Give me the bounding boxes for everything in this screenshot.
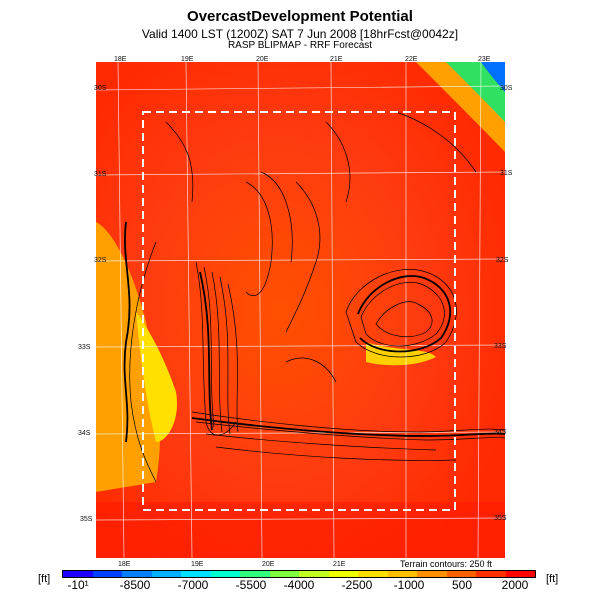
legend-swatch <box>240 571 270 577</box>
lon-label-top: 19E <box>181 56 194 63</box>
lat-label-left: 32S <box>94 257 107 264</box>
legend-label: -7000 <box>177 578 209 592</box>
lon-label-top: 18E <box>114 56 127 63</box>
lat-label-right: 31S <box>500 170 513 177</box>
lat-label-right: 30S <box>500 85 513 92</box>
legend-unit-right: [ft] <box>546 573 559 585</box>
lat-label-left: 31S <box>94 171 107 178</box>
legend-swatch <box>387 571 417 577</box>
legend-swatch <box>269 571 299 577</box>
legend-swatch <box>476 571 506 577</box>
legend-label: 2000 <box>501 578 529 592</box>
southern-band <box>96 502 505 558</box>
legend-swatch <box>181 571 211 577</box>
legend-label: -4000 <box>283 578 315 592</box>
map-title: OvercastDevelopment Potential <box>187 8 413 25</box>
lon-label-bottom: 18E <box>118 561 131 568</box>
legend-unit-left: [ft] <box>38 573 51 585</box>
lon-label-top: 20E <box>256 56 269 63</box>
terrain-contours-bold <box>123 221 505 443</box>
color-legend <box>62 570 536 578</box>
east-yellow <box>366 342 436 366</box>
legend-swatch <box>417 571 447 577</box>
ne-corner-green <box>446 62 505 122</box>
legend-label: -8500 <box>119 578 151 592</box>
lat-label-left: 30S <box>94 85 107 92</box>
legend-swatch <box>328 571 358 577</box>
lat-label-right: 32S <box>496 257 509 264</box>
lon-label-bottom: 21E <box>333 561 346 568</box>
forecast-map <box>96 62 505 558</box>
coastal-yellow <box>136 312 177 442</box>
lon-label-top: 23E <box>478 56 491 63</box>
coastal-band <box>96 222 161 492</box>
legend-swatch <box>358 571 388 577</box>
terrain-contours <box>129 111 505 483</box>
legend-label: 500 <box>451 578 473 592</box>
legend-swatch <box>299 571 329 577</box>
lon-label-bottom: 19E <box>191 561 204 568</box>
legend-swatch <box>151 571 181 577</box>
field-background <box>96 62 505 558</box>
lat-label-left: 33S <box>78 344 91 351</box>
legend-label: -10¹ <box>67 578 89 592</box>
legend-swatch <box>63 571 93 577</box>
legend-label: -5500 <box>235 578 267 592</box>
ne-corner-blue <box>481 62 505 92</box>
lat-lon-grid <box>96 62 505 558</box>
inner-domain-box <box>142 111 456 511</box>
legend-swatch <box>92 571 122 577</box>
terrain-contour-note: Terrain contours: 250 ft <box>400 559 493 569</box>
lon-label-bottom: 20E <box>262 561 275 568</box>
lon-label-top: 22E <box>405 56 418 63</box>
legend-swatch <box>446 571 476 577</box>
lat-label-right: 35S <box>494 515 507 522</box>
lat-label-left: 35S <box>80 516 93 523</box>
model-line: RASP BLIPMAP - RRF Forecast <box>227 40 373 51</box>
legend-swatch <box>122 571 152 577</box>
lat-label-right: 33S <box>494 343 507 350</box>
valid-time-line: Valid 1400 LST (1200Z) SAT 7 Jun 2008 [1… <box>141 27 459 41</box>
legend-label: -2500 <box>341 578 373 592</box>
lon-label-top: 21E <box>330 56 343 63</box>
legend-swatch <box>505 571 535 577</box>
legend-swatch <box>210 571 240 577</box>
lat-label-left: 34S <box>78 430 91 437</box>
lat-label-right: 34S <box>494 429 507 436</box>
legend-label: -1000 <box>393 578 425 592</box>
